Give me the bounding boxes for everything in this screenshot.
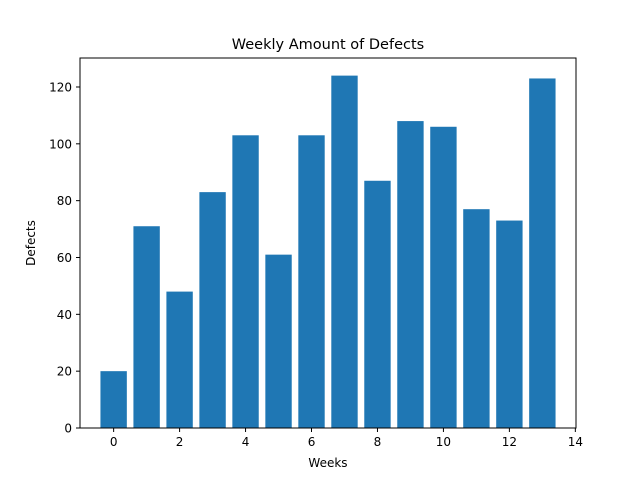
y-tick-label: 0 [64, 422, 72, 436]
y-axis-ticks: 0 20 40 60 80 100 120 [49, 80, 80, 436]
bar-week-2 [166, 291, 193, 428]
x-axis-ticks: 0 2 4 6 8 10 12 14 [110, 428, 583, 449]
bar-week-4 [232, 135, 259, 429]
bars-group [100, 75, 556, 429]
y-tick-label: 40 [57, 308, 72, 322]
bar-week-0 [100, 371, 127, 428]
bar-week-9 [397, 121, 424, 428]
chart-title: Weekly Amount of Defects [232, 37, 424, 53]
bar-week-7 [331, 75, 358, 428]
x-tick-label: 4 [242, 435, 250, 449]
x-tick-label: 14 [568, 435, 583, 449]
bar-week-13 [529, 78, 556, 429]
bar-week-12 [496, 220, 523, 428]
bar-week-8 [364, 180, 391, 428]
bar-week-3 [199, 192, 226, 428]
plot-frame [79, 57, 577, 429]
x-axis-title: Weeks [308, 456, 347, 470]
bar-week-5 [265, 254, 292, 428]
y-tick-label: 80 [57, 194, 72, 208]
y-axis-title: Defects [24, 220, 38, 266]
x-tick-label: 12 [502, 435, 517, 449]
x-tick-label: 0 [110, 435, 118, 449]
bar-week-11 [463, 209, 490, 428]
bar-week-6 [298, 135, 325, 429]
y-tick-label: 120 [49, 80, 72, 94]
y-tick-label: 60 [57, 251, 72, 265]
x-tick-label: 6 [308, 435, 316, 449]
bar-week-10 [430, 126, 457, 428]
x-tick-label: 8 [374, 435, 382, 449]
y-tick-label: 20 [57, 365, 72, 379]
x-tick-label: 2 [176, 435, 184, 449]
x-tick-label: 10 [436, 435, 451, 449]
y-tick-label: 100 [49, 137, 72, 151]
bar-week-1 [133, 226, 160, 428]
